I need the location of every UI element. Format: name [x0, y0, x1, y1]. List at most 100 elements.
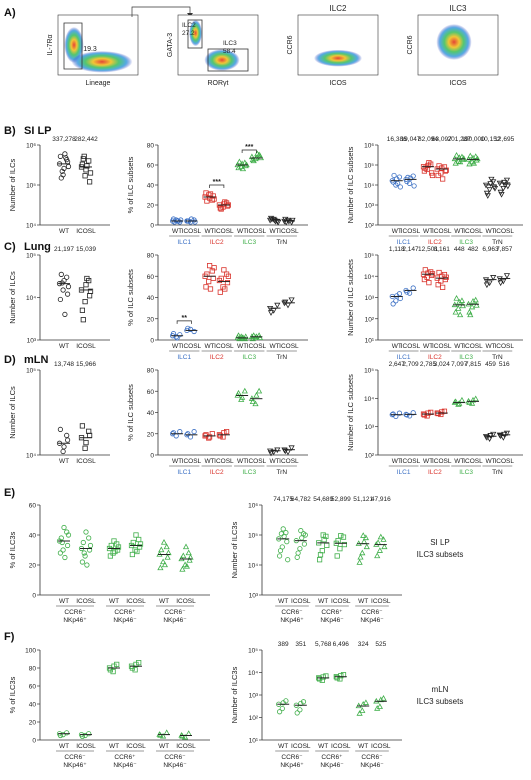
data-point: [83, 439, 89, 446]
group-x-label: WT: [205, 458, 215, 465]
data-point: [467, 311, 474, 318]
group-icosl-1: ICOSL: [182, 216, 202, 235]
data-point: [458, 297, 466, 303]
side-label-f-1: mLN: [432, 685, 449, 694]
data-point: [82, 445, 88, 451]
data-label: 7,857: [496, 246, 513, 253]
data-point: [395, 180, 401, 187]
significance-bracket: [241, 149, 257, 153]
data-point: [115, 547, 121, 553]
data-point: [158, 546, 165, 553]
data-point: [235, 164, 242, 171]
data-point: [457, 311, 464, 318]
data-label: 448: [454, 246, 465, 253]
chart-d1: 10⁴ 10⁵ Number of ILCs WT 13,748 ICOSL 15,966: [8, 361, 110, 465]
data-point: [256, 387, 263, 394]
subset-label: ILC2: [210, 239, 224, 246]
data-point: [239, 165, 247, 172]
group-x-label: WT: [454, 458, 464, 465]
data-point: [338, 533, 344, 539]
data-point: [283, 219, 290, 226]
data-point: [282, 448, 289, 455]
data-point: [241, 387, 248, 394]
y-tick-label: 10³: [249, 693, 259, 700]
data-point: [179, 566, 186, 572]
y-tick-label: 60: [29, 503, 37, 510]
y-tick-label: 10⁶: [26, 143, 36, 150]
group-icosl-7: ICOSL: [279, 297, 299, 350]
subset-label: CCR6⁻: [164, 609, 186, 616]
group-icosl-3: ICOSL 52,899: [331, 496, 351, 605]
group-wt-4: WT: [156, 539, 172, 605]
group-x-label: ICOSL: [463, 228, 483, 235]
data-point: [281, 533, 287, 539]
data-point: [276, 553, 283, 559]
chart-c1: 10³ 10⁴ 10⁵ Number of ILCs WT 21,197 ICOSL 15,0…: [8, 246, 110, 350]
y-axis-label: Number of ILC subsets: [346, 259, 355, 336]
data-label: 459: [485, 361, 496, 368]
y-tick-label: 10⁴: [364, 396, 374, 403]
y-tick-label: 10⁴: [26, 295, 36, 302]
data-point: [470, 159, 477, 166]
flow-gate-ilc2: [187, 19, 203, 49]
data-label: 51,121: [353, 496, 373, 503]
subset-label: CCR6⁺: [114, 609, 136, 616]
group-x-label: WT: [454, 228, 464, 235]
data-point: [80, 317, 86, 323]
flow-gate-arrow: [131, 6, 191, 17]
data-point: [316, 557, 323, 563]
data-point: [225, 273, 231, 279]
group-icosl-5: ICOSL: [176, 730, 196, 750]
y-tick-label: 10⁵: [26, 253, 36, 260]
data-point: [62, 554, 68, 561]
row-title-lung: Lung: [24, 241, 51, 253]
data-label: 64,782: [291, 496, 311, 503]
group-wt-6: WT: [267, 215, 282, 235]
group-wt-2: WT 82,094: [418, 136, 438, 235]
flow-gate-name: ILC2: [182, 22, 196, 29]
group-x-label: ICOSL: [214, 458, 234, 465]
y-tick-label: 80: [147, 368, 155, 375]
group-wt-2: WT 5,768: [315, 641, 332, 750]
flow-density-cloud: [204, 49, 240, 71]
data-point: [406, 413, 413, 419]
data-label: 52,899: [331, 496, 351, 503]
y-axis-label: Number of ILCs: [8, 386, 17, 439]
flow-x-label: ICOS: [449, 80, 466, 87]
y-tick-label: 20: [147, 203, 155, 210]
data-point: [294, 710, 300, 716]
y-tick-label: 10⁴: [364, 183, 374, 190]
data-point: [460, 155, 467, 161]
group-icosl-5: ICOSL: [247, 387, 267, 465]
y-tick-label: 10²: [365, 453, 375, 460]
data-point: [272, 218, 279, 225]
group-wt-0: WT 1,118: [389, 246, 405, 350]
data-point: [324, 542, 330, 549]
data-point: [177, 429, 183, 435]
data-label: 2,647: [389, 361, 406, 368]
data-point: [185, 730, 192, 736]
data-label: 516: [499, 361, 510, 368]
data-point: [441, 271, 448, 278]
data-point: [217, 289, 223, 295]
group-x-label: WT: [270, 343, 280, 350]
y-axis-label: Number of ILC3s: [230, 666, 239, 723]
y-tick-label: 10⁵: [248, 648, 258, 655]
data-point: [236, 158, 243, 165]
group-icosl-1: ICOSL 351: [291, 641, 311, 750]
group-x-label: WT: [172, 228, 182, 235]
y-axis-label: Number of ILCs: [8, 158, 17, 211]
group-icosl-5: ICOSL 7,815: [463, 361, 483, 465]
side-label-e-1: SI LP: [430, 538, 450, 547]
data-point: [81, 153, 87, 159]
data-point: [360, 532, 367, 538]
data-point: [65, 291, 71, 297]
group-x-label: ICOSL: [331, 598, 351, 605]
group-wt-4: WT 201,287: [448, 136, 472, 235]
row-title-mln: mLN: [24, 354, 49, 366]
data-point: [301, 541, 307, 547]
group-wt-6: WT: [267, 302, 281, 350]
data-point: [129, 551, 135, 558]
group-x-label: ICOSL: [182, 228, 202, 235]
